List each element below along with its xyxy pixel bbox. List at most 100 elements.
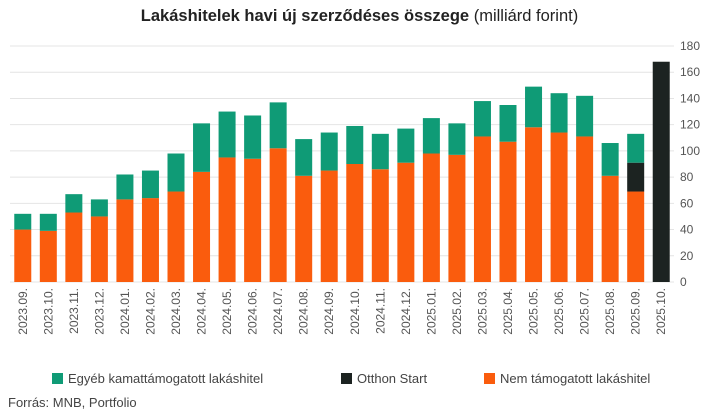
x-tick-label: 2024.12. — [399, 288, 413, 335]
bar-2024-11-series-2 — [371, 133, 389, 170]
bar-2025-05-series-0 — [525, 127, 543, 282]
bar-2024-05-series-2 — [218, 111, 236, 158]
x-tick-label: 2024.11. — [373, 288, 387, 334]
bar-2025-07-series-2 — [576, 95, 594, 137]
bar-2025-04-series-0 — [499, 141, 517, 282]
y-tick-label-180: 180 — [680, 39, 700, 53]
legend-item-otthon-start: Otthon Start — [341, 371, 427, 386]
y-tick-label-60: 60 — [680, 196, 694, 210]
x-tick-label: 2025.02. — [450, 288, 464, 335]
x-tick-label: 2024.07. — [271, 288, 285, 335]
x-tick-label: 2025.10. — [654, 288, 668, 335]
y-axis: 0 20 40 60 80 100 120 140 160 180 — [680, 39, 700, 289]
bar-2024-05-series-0 — [218, 157, 236, 282]
bar-2025-08-series-0 — [601, 175, 619, 282]
bar-2025-09-series-2 — [627, 133, 645, 163]
x-tick-label: 2023.11. — [67, 288, 81, 334]
x-tick-label: 2023.12. — [92, 288, 106, 335]
x-tick-label: 2025.08. — [603, 288, 617, 335]
legend-label-non-subsidized: Nem támogatott lakáshitel — [500, 371, 651, 386]
x-tick-label: 2024.02. — [143, 288, 157, 335]
bar-2025-03-series-0 — [473, 136, 491, 282]
x-axis: 2023.09. 2023.10. 2023.11. 2023.12. 2024.01.… — [16, 288, 668, 335]
x-tick-label: 2023.10. — [41, 288, 55, 335]
x-tick-label: 2024.04. — [195, 288, 209, 335]
y-tick-label-40: 40 — [680, 223, 694, 237]
bar-2024-01-series-0 — [116, 199, 134, 282]
bar-2025-06-series-2 — [550, 93, 568, 133]
bar-2024-06-series-0 — [244, 158, 262, 282]
bar-2024-07-series-0 — [269, 148, 287, 282]
bar-2025-08-series-2 — [601, 143, 619, 176]
bar-2023-12-series-2 — [90, 199, 108, 217]
x-tick-label: 2024.09. — [322, 288, 336, 335]
x-tick-label: 2025.09. — [629, 288, 643, 335]
bar-2024-06-series-2 — [244, 115, 262, 159]
x-tick-label: 2025.03. — [475, 288, 489, 335]
x-tick-label: 2025.07. — [578, 288, 592, 335]
bar-2024-12-series-2 — [397, 128, 415, 163]
bar-2024-04-series-2 — [193, 123, 211, 172]
chart-title-unit: (milliárd forint) — [473, 7, 579, 25]
y-tick-label-80: 80 — [680, 170, 694, 184]
bar-2024-02-series-2 — [141, 170, 159, 199]
bar-2025-01-series-0 — [422, 153, 440, 282]
bar-2024-11-series-0 — [371, 169, 389, 282]
x-tick-label: 2024.06. — [246, 288, 260, 335]
bar-2024-08-series-2 — [295, 139, 313, 176]
y-tick-label-160: 160 — [680, 65, 700, 79]
legend-swatch-subsidized — [52, 373, 63, 384]
y-tick-label-20: 20 — [680, 249, 694, 263]
bar-2023-11-series-2 — [65, 194, 83, 213]
bar-series — [14, 61, 670, 283]
bar-2023-09-series-0 — [14, 229, 32, 282]
bar-2025-02-series-0 — [448, 154, 466, 282]
bar-2025-02-series-2 — [448, 123, 466, 155]
source-note: Forrás: MNB, Portfolio — [8, 395, 137, 410]
bar-2024-09-series-2 — [320, 132, 338, 171]
y-tick-label-100: 100 — [680, 144, 700, 158]
bar-2024-10-series-0 — [346, 164, 364, 282]
bar-2024-03-series-0 — [167, 191, 185, 282]
bar-2025-09-series-0 — [627, 191, 645, 282]
x-tick-label: 2024.03. — [169, 288, 183, 335]
x-tick-label: 2024.05. — [220, 288, 234, 335]
bar-2024-09-series-0 — [320, 170, 338, 282]
bar-2025-01-series-2 — [422, 118, 440, 154]
legend: Egyéb kamattámogatott lakáshitel Otthon … — [0, 371, 719, 391]
bar-2025-09-series-1 — [627, 162, 645, 192]
bar-2024-02-series-0 — [141, 198, 159, 282]
bar-2024-10-series-2 — [346, 125, 364, 164]
x-tick-label: 2024.10. — [348, 288, 362, 335]
chart-title: Lakáshitelek havi új szerződéses összege… — [0, 7, 719, 26]
bar-2025-10-series-1 — [652, 61, 670, 283]
legend-swatch-otthon-start — [341, 373, 352, 384]
y-tick-label-120: 120 — [680, 118, 700, 132]
bar-2023-09-series-2 — [14, 213, 32, 230]
bar-2024-04-series-0 — [193, 171, 211, 282]
x-tick-label: 2025.05. — [527, 288, 541, 335]
bar-2024-03-series-2 — [167, 153, 185, 192]
bar-2023-12-series-0 — [90, 216, 108, 282]
legend-label-subsidized: Egyéb kamattámogatott lakáshitel — [68, 371, 264, 386]
x-tick-label: 2025.01. — [424, 288, 438, 335]
x-tick-label: 2025.06. — [552, 288, 566, 335]
bar-2025-06-series-0 — [550, 132, 568, 282]
x-tick-label: 2024.08. — [297, 288, 311, 335]
bar-2025-07-series-0 — [576, 136, 594, 282]
legend-item-non-subsidized: Nem támogatott lakáshitel — [484, 371, 650, 386]
x-tick-label: 2023.09. — [16, 288, 30, 335]
legend-swatch-non-subsidized — [484, 373, 495, 384]
bar-2025-03-series-2 — [473, 101, 491, 137]
bar-2024-08-series-0 — [295, 175, 313, 282]
bar-2023-10-series-2 — [39, 213, 57, 231]
y-tick-label-140: 140 — [680, 91, 700, 105]
legend-item-subsidized: Egyéb kamattámogatott lakáshitel — [52, 371, 263, 386]
gridlines — [10, 45, 674, 283]
y-tick-label-0: 0 — [680, 275, 687, 289]
bar-2024-01-series-2 — [116, 174, 134, 200]
bar-2023-10-series-0 — [39, 230, 57, 282]
legend-label-otthon-start: Otthon Start — [357, 371, 428, 386]
bar-2024-07-series-2 — [269, 102, 287, 149]
x-tick-label: 2024.01. — [118, 288, 132, 335]
